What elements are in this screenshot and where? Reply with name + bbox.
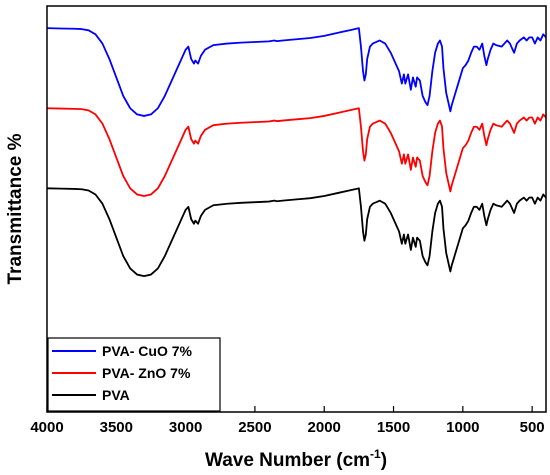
x-tick-label-0: 4000 — [30, 419, 63, 436]
x-tick-label-3: 2500 — [238, 419, 271, 436]
x-tick-label-5: 1500 — [377, 419, 410, 436]
legend-label-0: PVA- CuO 7% — [102, 343, 193, 359]
x-tick-label-1: 3500 — [100, 419, 133, 436]
series-line-2 — [46, 187, 547, 277]
x-tick-label-6: 1000 — [446, 419, 479, 436]
x-axis-title-main: Wave Number (cm — [205, 450, 370, 471]
y-axis-title: Transmittance % — [5, 133, 26, 284]
x-tick-label-4: 2000 — [308, 419, 341, 436]
series-line-0 — [46, 27, 547, 117]
x-tick-label-2: 3000 — [169, 419, 202, 436]
legend-label-1: PVA- ZnO 7% — [102, 365, 191, 381]
x-tick-label-7: 500 — [520, 419, 545, 436]
x-axis-title-close: ) — [381, 450, 387, 471]
series-line-1 — [46, 107, 547, 197]
series-layer — [46, 27, 547, 277]
x-axis-title: Wave Number (cm-1) — [205, 447, 387, 471]
legend: PVA- CuO 7% PVA- ZnO 7% PVA — [47, 337, 221, 412]
x-axis-ticks: 4000 3500 3000 2500 2000 1500 1000 500 — [30, 406, 545, 436]
plot-frame — [46, 5, 547, 413]
legend-label-2: PVA — [102, 387, 130, 403]
x-axis-title-sup: -1 — [370, 447, 381, 461]
